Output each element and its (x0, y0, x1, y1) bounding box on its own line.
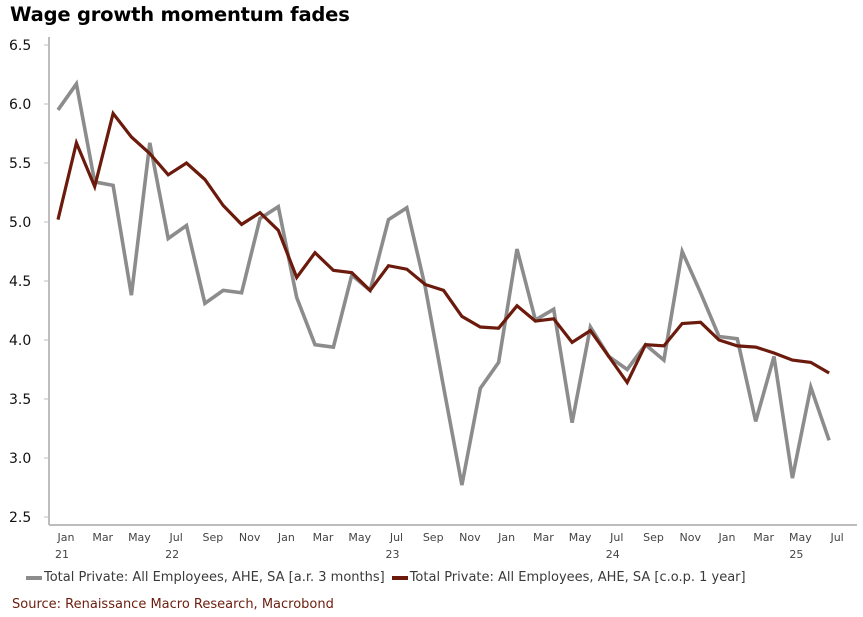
y-tick-label: 4.5 (9, 274, 31, 290)
x-tick-label: Jul (169, 531, 183, 544)
x-tick-label: Mar (533, 531, 554, 544)
y-tick-label: 2.5 (9, 510, 31, 526)
source-note: Source: Renaissance Macro Research, Macr… (12, 597, 334, 612)
x-tick-label: Jan (717, 531, 735, 544)
legend-label-3-months: Total Private: All Employees, AHE, SA [a… (44, 570, 385, 585)
x-tick-label: Nov (459, 531, 481, 544)
x-tick-label: Nov (239, 531, 261, 544)
y-tick-label: 5.0 (9, 215, 31, 231)
x-tick-label: Mar (753, 531, 774, 544)
x-tick-label: Jul (609, 531, 623, 544)
x-tick-label: May (569, 531, 592, 544)
x-tick-label: Jan (497, 531, 515, 544)
x-tick-year-label: 24 (606, 548, 620, 561)
y-tick-label: 3.0 (9, 451, 31, 467)
y-tick-label: 6.5 (9, 38, 31, 54)
x-tick-label: May (789, 531, 812, 544)
x-tick-label: Sep (643, 531, 664, 544)
x-tick-label: Sep (203, 531, 224, 544)
x-tick-year-label: 21 (55, 548, 69, 561)
legend-label-1-year: Total Private: All Employees, AHE, SA [c… (409, 570, 746, 585)
x-tick-year-label: 22 (165, 548, 179, 561)
y-tick-label: 4.0 (9, 333, 31, 349)
y-tick-label: 3.5 (9, 392, 31, 408)
x-tick-label: May (128, 531, 151, 544)
x-tick-label: Jul (829, 531, 843, 544)
series-line-1-year (56, 109, 830, 386)
legend: Total Private: All Employees, AHE, SA [a… (26, 570, 753, 585)
x-tick-year-label: 25 (789, 548, 803, 561)
x-tick-label: Jan (57, 531, 75, 544)
legend-item-3-months: Total Private: All Employees, AHE, SA [a… (26, 570, 385, 585)
series-layer (56, 79, 831, 486)
y-axis: 6.5 6.0 5.5 5.0 4.5 4.0 3.5 3.0 2.5 (9, 37, 50, 526)
series-line-3-months (56, 79, 831, 486)
legend-swatch-3-months (26, 575, 42, 580)
x-tick-label: May (348, 531, 371, 544)
x-tick-label: Jan (277, 531, 295, 544)
chart-title: Wage growth momentum fades (10, 3, 350, 26)
x-tick-label: Mar (313, 531, 334, 544)
x-tick-year-label: 23 (385, 548, 399, 561)
x-tick-label: Jul (389, 531, 403, 544)
x-axis: Jan 21 Mar May Jul 22 Sep Nov Jan Mar May Jul 23 Sep N… (49, 524, 857, 561)
x-tick-label: Nov (680, 531, 702, 544)
x-tick-label: Mar (92, 531, 113, 544)
legend-swatch-1-year (391, 575, 408, 580)
legend-item-1-year: Total Private: All Employees, AHE, SA [c… (391, 570, 746, 585)
y-tick-label: 6.0 (9, 97, 31, 113)
y-tick-label: 5.5 (9, 156, 31, 172)
x-tick-label: Sep (423, 531, 444, 544)
